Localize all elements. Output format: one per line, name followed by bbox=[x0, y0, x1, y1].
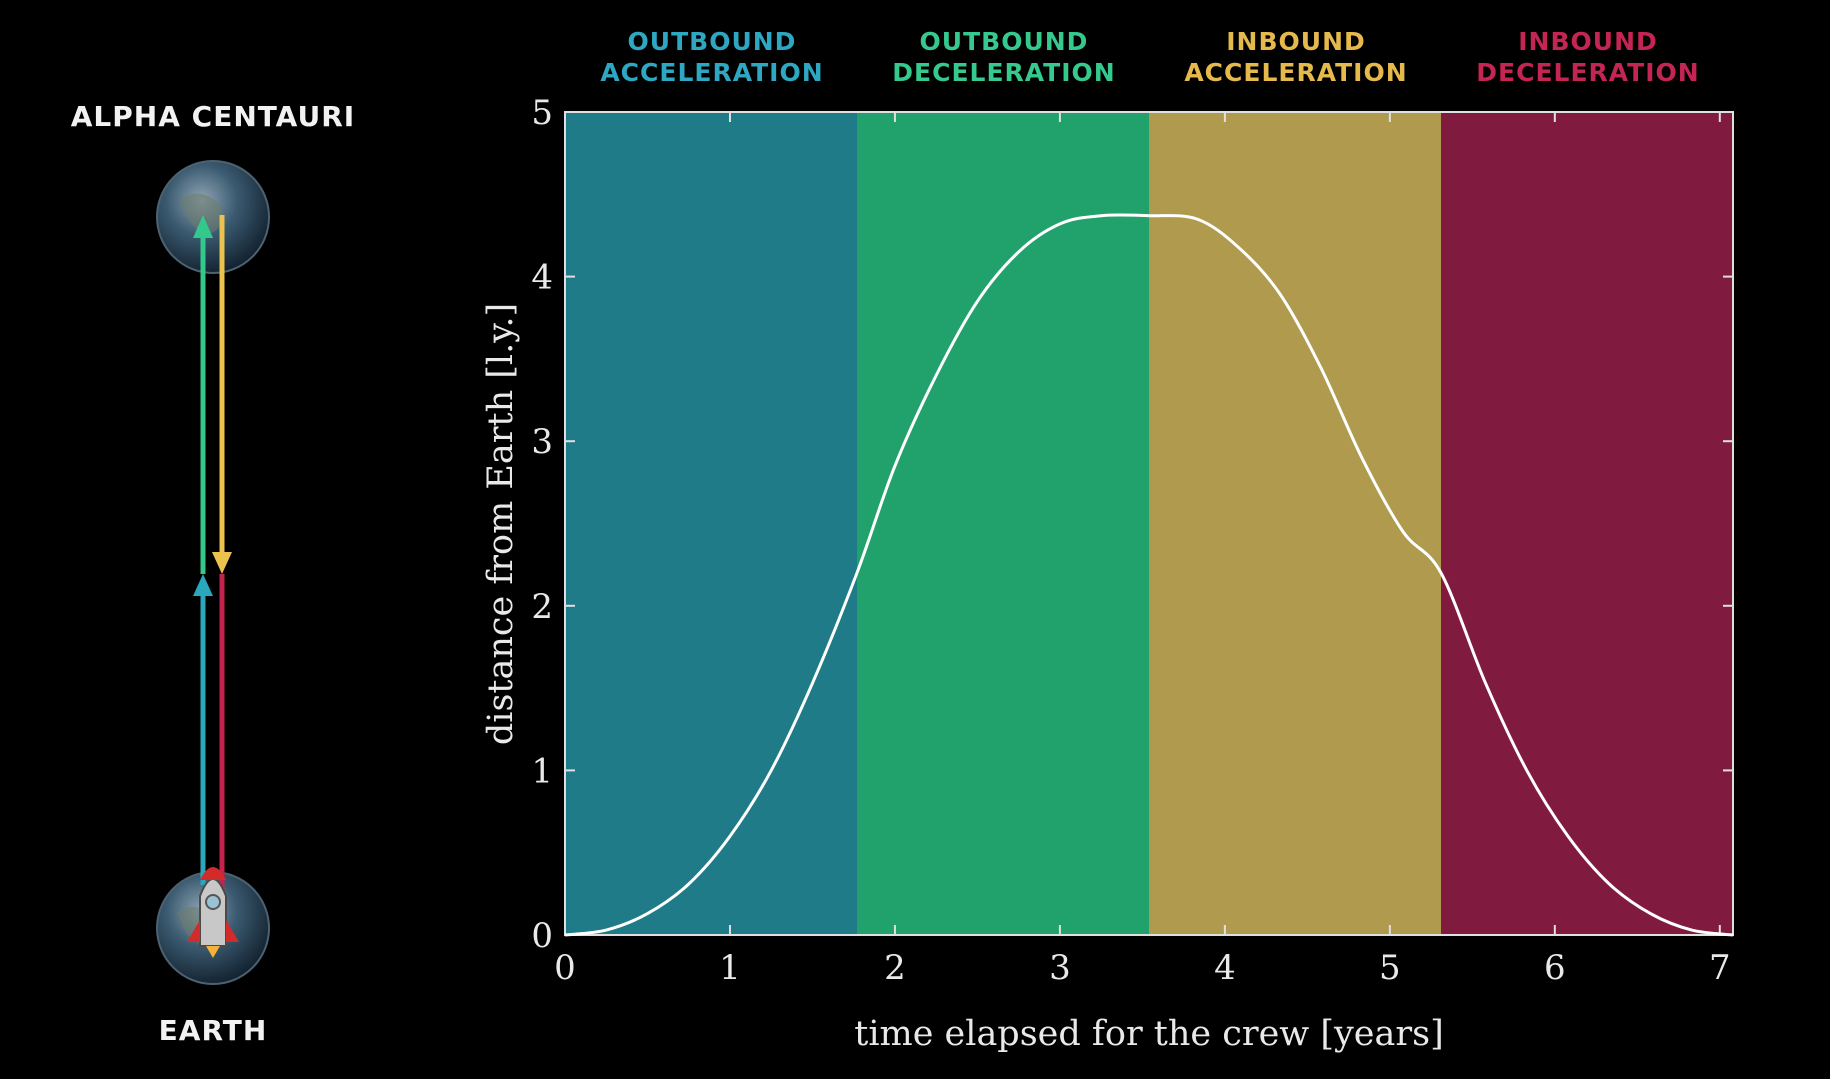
phase-line2: DECELERATION bbox=[1476, 58, 1700, 87]
x-tick-label: 1 bbox=[719, 948, 741, 988]
y-tick-label: 5 bbox=[531, 93, 553, 133]
phase-label-inbound-deceleration: INBOUND DECELERATION bbox=[1442, 26, 1734, 88]
plot-frame bbox=[564, 111, 1734, 936]
phase-bands bbox=[565, 112, 1733, 935]
y-tick-label: 2 bbox=[531, 587, 553, 627]
x-tick-label: 6 bbox=[1544, 948, 1566, 988]
x-tick-label: 7 bbox=[1709, 948, 1731, 988]
phase-line2: DECELERATION bbox=[892, 58, 1116, 87]
arrow-head-outbound-acceleration bbox=[193, 574, 213, 596]
x-tick-label: 2 bbox=[884, 948, 906, 988]
phase-line1: INBOUND bbox=[1226, 27, 1366, 56]
phase-band bbox=[1441, 112, 1733, 935]
y-tick-label: 4 bbox=[531, 258, 553, 298]
phase-band bbox=[1149, 112, 1441, 935]
rocket-icon bbox=[187, 867, 239, 958]
phase-line1: OUTBOUND bbox=[627, 27, 797, 56]
x-tick-label: 0 bbox=[554, 948, 576, 988]
phase-label-outbound-acceleration: OUTBOUND ACCELERATION bbox=[566, 26, 858, 88]
y-tick-label: 1 bbox=[531, 751, 553, 791]
phase-line1: OUTBOUND bbox=[919, 27, 1089, 56]
y-tick-label: 3 bbox=[531, 422, 553, 462]
phase-label-outbound-deceleration: OUTBOUND DECELERATION bbox=[858, 26, 1150, 88]
trip-diagram bbox=[156, 160, 270, 985]
destination-label: ALPHA CENTAURI bbox=[70, 100, 356, 133]
phase-line2: ACCELERATION bbox=[600, 58, 824, 87]
distance-time-chart: 0 1 2 3 4 5 6 7 0 1 2 3 4 5 time elapsed for the crew… bbox=[481, 93, 1734, 1054]
x-tick-label: 3 bbox=[1049, 948, 1071, 988]
distance-curve bbox=[564, 213, 1734, 937]
y-tick-label: 0 bbox=[531, 916, 553, 956]
arrow-head-outbound-deceleration bbox=[193, 215, 213, 238]
phase-band bbox=[565, 112, 857, 935]
phase-label-inbound-acceleration: INBOUND ACCELERATION bbox=[1150, 26, 1442, 88]
x-axis-label: time elapsed for the crew [years] bbox=[854, 1014, 1443, 1054]
arrow-head-inbound-acceleration bbox=[212, 552, 232, 574]
phase-line1: INBOUND bbox=[1518, 27, 1658, 56]
y-axis-label: distance from Earth [l.y.] bbox=[481, 303, 521, 745]
phase-band bbox=[857, 112, 1149, 935]
phase-line2: ACCELERATION bbox=[1184, 58, 1408, 87]
origin-label: EARTH bbox=[158, 1014, 268, 1047]
x-tick-label: 5 bbox=[1379, 948, 1401, 988]
x-tick-label: 4 bbox=[1214, 948, 1236, 988]
axis-ticks: 0 1 2 3 4 5 6 7 0 1 2 3 4 5 bbox=[531, 93, 1733, 988]
